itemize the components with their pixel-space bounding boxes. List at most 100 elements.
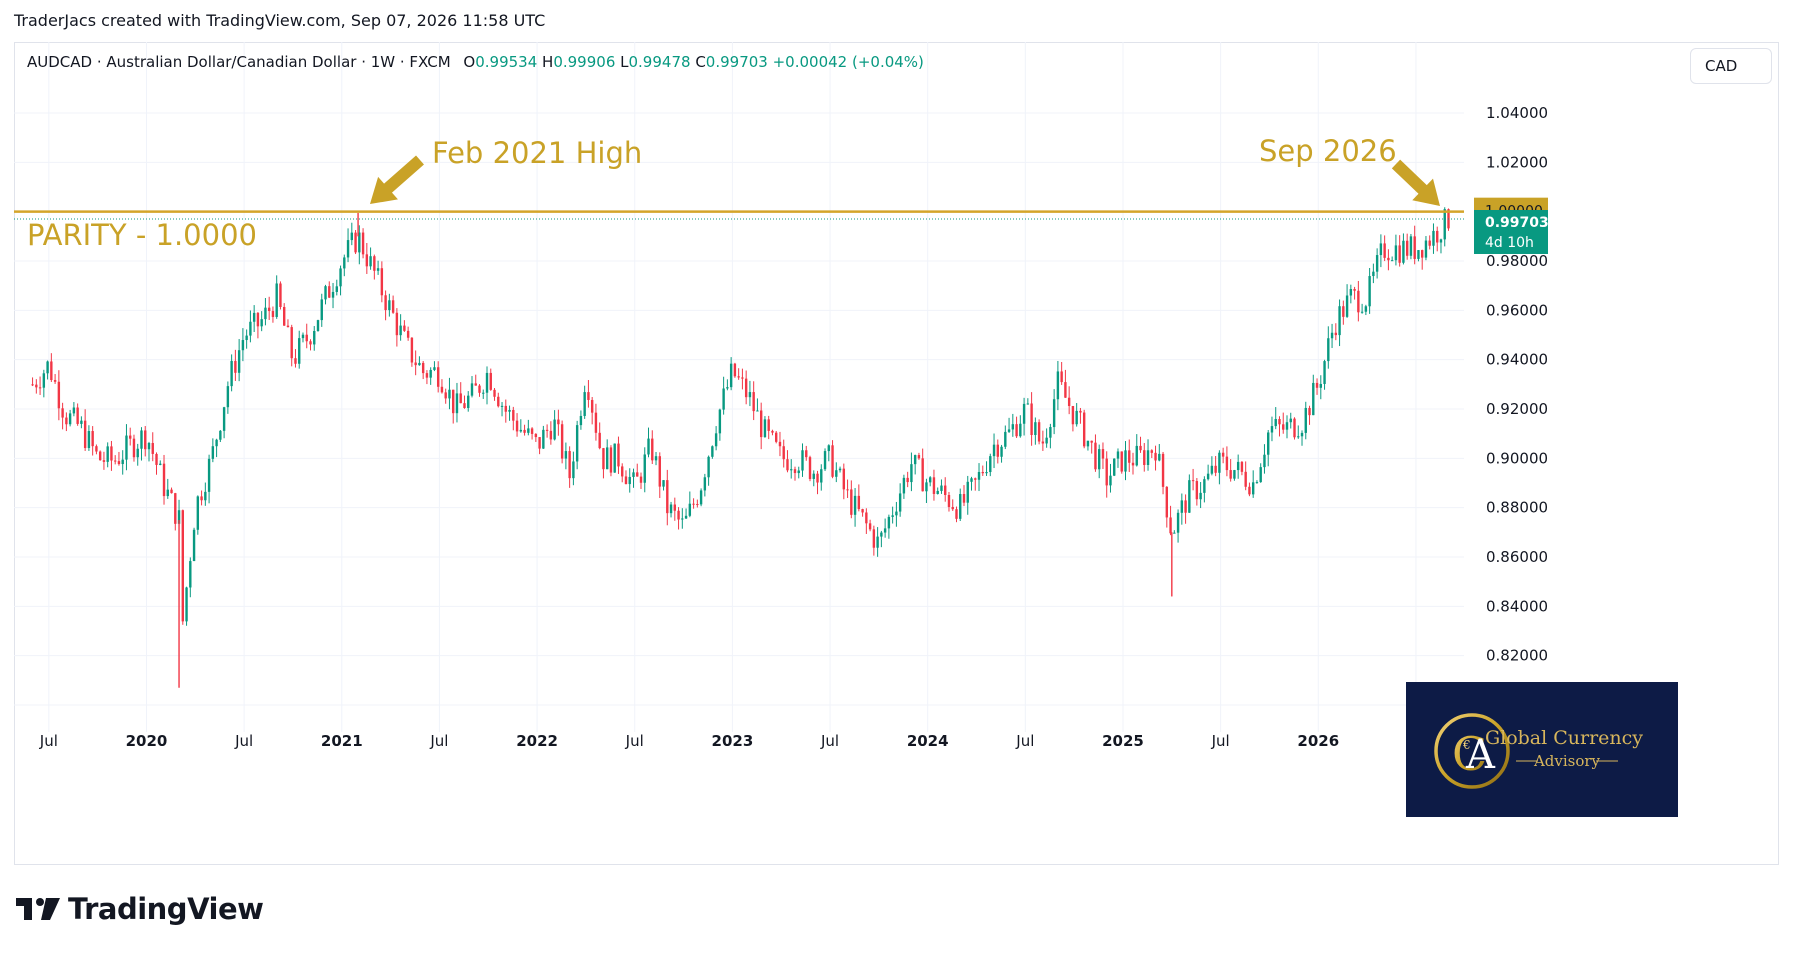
candle-body bbox=[1158, 453, 1161, 461]
candle-body bbox=[290, 327, 293, 359]
candle-body bbox=[376, 268, 380, 271]
candle-body bbox=[237, 350, 241, 373]
candle-body bbox=[726, 387, 729, 389]
candle-body bbox=[418, 362, 421, 366]
candle-body bbox=[609, 447, 613, 473]
candle-body bbox=[624, 476, 628, 485]
candle-body bbox=[72, 407, 76, 414]
candle-body bbox=[692, 503, 695, 505]
attribution-text: TraderJacs created with TradingView.com,… bbox=[14, 11, 546, 30]
candle-body bbox=[87, 431, 91, 449]
candle-body bbox=[590, 399, 594, 413]
candle-body bbox=[636, 472, 639, 477]
candle-body bbox=[1188, 480, 1191, 513]
candle-body bbox=[1248, 486, 1251, 495]
candle-body bbox=[1150, 450, 1153, 453]
time-tick-label: Jul bbox=[39, 732, 58, 750]
candle-body bbox=[350, 232, 354, 241]
candle-body bbox=[1004, 431, 1007, 447]
open-value: 0.99534 bbox=[475, 53, 538, 71]
candle-body bbox=[673, 504, 677, 511]
candle-body bbox=[1218, 452, 1221, 473]
candle-body bbox=[759, 410, 763, 438]
candle-body bbox=[1124, 450, 1127, 472]
candle-body bbox=[711, 446, 714, 457]
candle-body bbox=[309, 341, 312, 345]
candle-body bbox=[83, 420, 87, 449]
candle-body bbox=[271, 311, 275, 317]
candle-body bbox=[1154, 452, 1157, 461]
candle-body bbox=[575, 425, 579, 462]
symbol-legend[interactable]: AUDCAD · Australian Dollar/Canadian Doll… bbox=[27, 53, 924, 71]
candle-body bbox=[365, 254, 369, 267]
candle-body bbox=[1067, 397, 1071, 407]
candle-body bbox=[681, 518, 684, 520]
candle-body bbox=[1417, 250, 1420, 259]
candle-body bbox=[1165, 486, 1169, 518]
candle-body bbox=[508, 409, 511, 412]
candle-body bbox=[977, 471, 981, 480]
candle-body bbox=[331, 291, 335, 298]
candle-body bbox=[136, 448, 139, 458]
candle-body bbox=[320, 299, 323, 321]
candle-body bbox=[384, 295, 387, 311]
currency-button[interactable]: CAD bbox=[1690, 48, 1772, 84]
candle-body bbox=[459, 393, 462, 404]
candle-body bbox=[440, 386, 444, 393]
candle-body bbox=[328, 286, 331, 298]
candle-body bbox=[102, 460, 106, 462]
candle-body bbox=[820, 469, 823, 483]
price-tick-label: 1.04000 bbox=[1486, 104, 1548, 122]
candle-body bbox=[827, 445, 830, 452]
candle-body bbox=[1443, 209, 1446, 240]
candle-body bbox=[1071, 406, 1075, 425]
candle-body bbox=[553, 419, 556, 440]
candle-body bbox=[369, 256, 372, 267]
candle-body bbox=[204, 491, 207, 501]
candle-body bbox=[410, 337, 414, 363]
candle-body bbox=[545, 429, 549, 431]
candle-body bbox=[1184, 500, 1187, 513]
candle-body bbox=[966, 481, 969, 503]
svg-text:€: € bbox=[1462, 738, 1471, 752]
candle-body bbox=[1383, 243, 1386, 258]
candle-body bbox=[166, 489, 169, 497]
candle-body bbox=[970, 478, 973, 482]
candle-body bbox=[478, 385, 481, 393]
svg-text:A: A bbox=[1465, 732, 1496, 778]
candle-body bbox=[628, 476, 631, 485]
candle-body bbox=[1052, 399, 1056, 428]
price-tick-label: 0.92000 bbox=[1486, 400, 1548, 418]
candle-body bbox=[294, 358, 297, 364]
candle-body bbox=[286, 325, 290, 328]
candle-body bbox=[512, 409, 515, 421]
candle-body bbox=[1375, 255, 1379, 272]
candle-body bbox=[95, 446, 98, 452]
time-tick-label: 2024 bbox=[907, 732, 949, 750]
candle-body bbox=[880, 532, 883, 537]
candle-body bbox=[467, 395, 470, 408]
candle-body bbox=[1034, 422, 1037, 436]
candle-body bbox=[1105, 458, 1108, 486]
time-axis[interactable]: Jul 2020 Jul 2021 Jul 2022 Jul 2023 Jul 2024 Jul 20… bbox=[39, 732, 1425, 750]
candle-body bbox=[1128, 450, 1131, 463]
candle-body bbox=[1131, 462, 1135, 466]
candle-body bbox=[1206, 473, 1210, 480]
candle-body bbox=[1285, 422, 1289, 430]
candle-body bbox=[666, 480, 669, 514]
candle-body bbox=[996, 444, 999, 457]
global-currency-advisory-logo: C A € Global Currency Advisory bbox=[1406, 682, 1678, 817]
low-label: L bbox=[620, 53, 629, 71]
tradingview-brand[interactable]: TradingView bbox=[16, 892, 264, 926]
candle-body bbox=[1364, 306, 1368, 312]
candle-body bbox=[981, 471, 984, 474]
candle-body bbox=[876, 536, 879, 548]
svg-text:C: C bbox=[1452, 727, 1487, 781]
candle-body bbox=[403, 325, 406, 331]
chart-canvas[interactable]: 1.04000 1.02000 0.98000 0.96000 0.94000 0.920… bbox=[14, 42, 1779, 865]
price-axis[interactable]: 1.04000 1.02000 0.98000 0.96000 0.94000 0.920… bbox=[1486, 104, 1548, 714]
candle-body bbox=[1210, 465, 1214, 474]
candle-body bbox=[61, 408, 64, 418]
candle-body bbox=[192, 529, 196, 562]
candle-body bbox=[587, 392, 590, 400]
